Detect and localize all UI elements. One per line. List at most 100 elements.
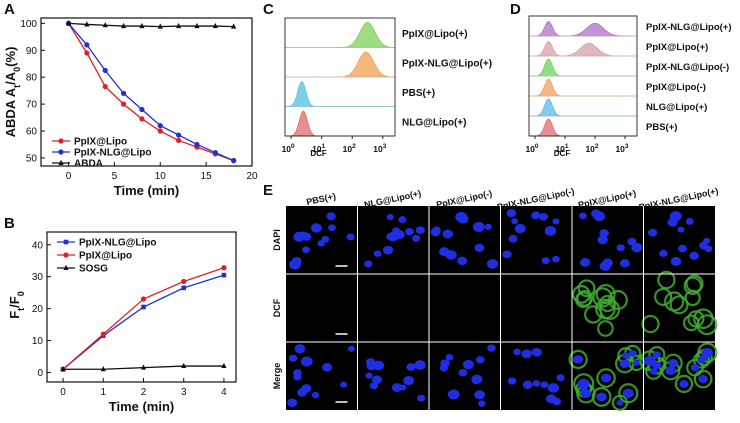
nucleus xyxy=(600,373,612,383)
nucleus xyxy=(438,247,450,257)
nucleus xyxy=(552,218,560,225)
nucleus xyxy=(619,359,630,369)
nucleus xyxy=(298,231,309,240)
data-point xyxy=(84,21,90,27)
panel-letter-e: E xyxy=(263,182,273,199)
row-label: DCF xyxy=(272,298,282,317)
green-fluorescence xyxy=(669,295,689,315)
histogram-curve xyxy=(529,78,637,97)
row-label: PBS(+) xyxy=(402,88,435,99)
nucleus xyxy=(293,373,302,381)
nucleus xyxy=(391,383,403,392)
y-label-part: (%) xyxy=(3,47,18,67)
y-tick-label: 100 xyxy=(20,19,37,30)
nucleus xyxy=(371,375,383,384)
y-axis-label: ABDA At/A0(%) xyxy=(3,47,22,138)
y-label-subscript: 0 xyxy=(16,291,26,296)
nucleus xyxy=(580,257,591,267)
nucleus xyxy=(532,380,541,387)
microscopy-image xyxy=(568,344,645,411)
histogram-curve xyxy=(285,22,396,48)
nucleus xyxy=(415,226,425,235)
nucleus xyxy=(472,378,480,385)
nucleus xyxy=(678,244,687,253)
data-point xyxy=(194,141,200,148)
nucleus xyxy=(474,243,485,253)
data-point xyxy=(58,159,64,165)
panel-letter-a: A xyxy=(4,1,15,18)
nucleus xyxy=(544,225,557,236)
legend-label: ABDA xyxy=(74,159,103,170)
nucleus xyxy=(502,250,512,259)
panel-e-microscopy-grid: PBS(+) NLG@Lipo(+) PpIX@Lipo(-) PpIX-NLG@Li… xyxy=(272,186,719,411)
nucleus xyxy=(599,229,610,238)
data-point xyxy=(221,265,227,271)
nucleus xyxy=(545,394,557,404)
green-fluorescence xyxy=(568,349,588,370)
nucleus xyxy=(631,242,643,253)
data-point xyxy=(58,149,64,155)
x-axis-label: Time (min) xyxy=(114,183,180,198)
green-fluorescence xyxy=(674,374,694,394)
tick-exponent: 1 xyxy=(565,143,569,150)
row-label: NLG@Lipo(+) xyxy=(402,117,466,128)
nucleus xyxy=(690,364,700,372)
x-axis-label: Time (min) xyxy=(109,399,175,414)
microscopy-image xyxy=(430,211,499,269)
green-fluorescence xyxy=(639,350,661,372)
data-point xyxy=(84,50,90,56)
x-tick-label: 2 xyxy=(141,387,147,398)
panel-d-flow-histograms: PpIX-NLG@Lipo(+) PpIX@Lipo(+) PpIX-NLG@Lip… xyxy=(525,15,732,158)
histogram-curve xyxy=(529,98,637,117)
tick-exponent: 1 xyxy=(322,143,326,150)
microscopy-image xyxy=(639,342,718,394)
nucleus xyxy=(698,374,708,384)
nucleus xyxy=(643,355,656,366)
plot-frame xyxy=(528,15,638,137)
y-label-part: /A xyxy=(3,71,18,85)
nucleus xyxy=(508,234,518,243)
microscopy-image xyxy=(647,211,713,266)
panel-letter-c: C xyxy=(263,1,274,18)
nucleus xyxy=(539,213,549,221)
nucleus xyxy=(462,359,474,370)
nucleus xyxy=(665,366,676,375)
data-point xyxy=(140,296,147,302)
data-point xyxy=(157,123,163,129)
nucleus xyxy=(507,377,517,385)
y-tick-label: 10 xyxy=(32,336,44,347)
legend-label: PpIX@Lipo xyxy=(74,137,127,148)
row-label: PpIX-NLG@Lipo(-) xyxy=(646,62,729,73)
green-fluorescence xyxy=(687,310,705,328)
nucleus xyxy=(596,392,607,402)
data-point xyxy=(100,331,106,337)
nucleus xyxy=(484,223,492,230)
x-axis-label: DCF xyxy=(310,149,327,158)
nucleus xyxy=(647,228,658,237)
row-label: PpIX@Lipo(+) xyxy=(646,42,708,53)
x-tick-label: 103 xyxy=(615,143,628,154)
tick-base: 10 xyxy=(312,144,322,154)
nucleus xyxy=(300,356,313,367)
data-point xyxy=(100,366,106,372)
x-tick-label: 102 xyxy=(585,143,598,154)
nucleus xyxy=(321,235,330,243)
nucleus xyxy=(556,374,565,382)
nucleus xyxy=(442,229,454,239)
y-tick-label: 50 xyxy=(26,153,38,164)
green-fluorescence xyxy=(598,294,617,313)
nucleus xyxy=(652,351,661,358)
y-label-subscript: t xyxy=(12,85,22,88)
legend-label: SOSG xyxy=(79,264,108,275)
nucleus xyxy=(311,391,320,399)
nucleus xyxy=(506,209,517,218)
series-line xyxy=(68,22,234,162)
y-tick-label: 90 xyxy=(26,46,38,57)
nucleus xyxy=(478,400,486,407)
nucleus xyxy=(301,384,312,393)
tick-base: 10 xyxy=(585,144,595,154)
nucleus xyxy=(670,256,682,266)
data-point xyxy=(157,23,163,29)
plot-frame xyxy=(284,17,396,137)
